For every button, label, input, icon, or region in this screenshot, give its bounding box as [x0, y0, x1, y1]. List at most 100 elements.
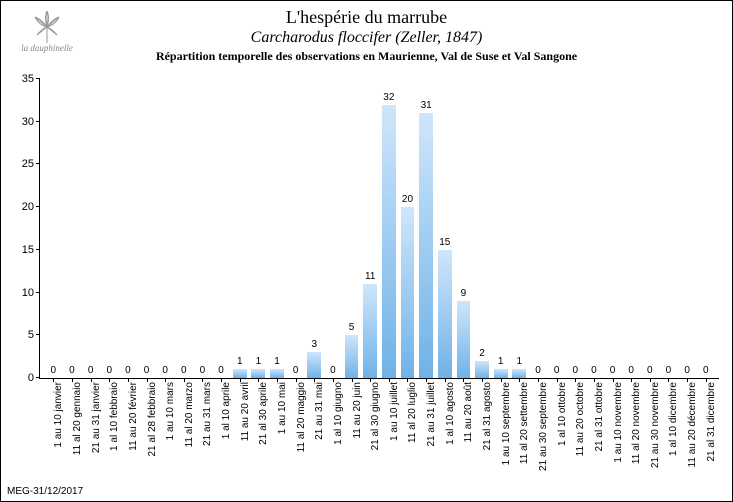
bar-value-label: 1	[256, 356, 262, 367]
xlabel-slot: 11 au 20 août	[454, 378, 473, 478]
bar-slot: 0	[212, 79, 231, 378]
bar-value-label: 0	[88, 365, 94, 376]
xlabel-slot: 11 al 20 novembre	[622, 378, 641, 478]
bar-value-label: 0	[293, 365, 299, 376]
xlabel-slot: 1 al 10 giugno	[324, 378, 343, 478]
bar-slot: 0	[156, 79, 175, 378]
y-tick-label: 0	[28, 372, 40, 384]
bar-slot: 0	[659, 79, 678, 378]
xlabel-slot: 21 au 31 mai	[305, 378, 324, 478]
bar-slot: 0	[585, 79, 604, 378]
bar-rect	[401, 207, 415, 378]
bar-slot: 15	[435, 79, 454, 378]
bar-rect	[382, 105, 396, 378]
xlabel-slot: 11 al 20 gennaio	[63, 378, 82, 478]
bar-rect	[307, 352, 321, 378]
bar-rect	[345, 335, 359, 378]
xlabel-slot: 1 au 10 mars	[156, 378, 175, 478]
bar-rect	[251, 369, 265, 378]
bar-value-label: 0	[628, 365, 634, 376]
xlabel-slot: 21 al 31 agosto	[473, 378, 492, 478]
bar-rect	[270, 369, 284, 378]
logo: la dauphinelle	[7, 7, 87, 67]
bar-slot: 2	[473, 79, 492, 378]
bar-value-label: 0	[144, 365, 150, 376]
bar-value-label: 32	[383, 92, 394, 103]
xlabel-slot: 1 al 10 dicembre	[659, 378, 678, 478]
bar-value-label: 1	[237, 356, 243, 367]
y-tick-label: 15	[22, 244, 40, 256]
bar-slot: 0	[193, 79, 212, 378]
bar-value-label: 0	[200, 365, 206, 376]
bar-slot: 0	[678, 79, 697, 378]
bar-value-label: 0	[69, 365, 75, 376]
bar-slot: 0	[286, 79, 305, 378]
bar-slot: 1	[249, 79, 268, 378]
chart-subtitle2: Répartition temporelle des observations …	[1, 49, 732, 64]
bar-value-label: 0	[181, 365, 187, 376]
xlabel-slot: 1 al 10 ottobre	[547, 378, 566, 478]
bar-value-label: 31	[421, 100, 432, 111]
bar-slot: 0	[44, 79, 63, 378]
y-tick-label: 10	[22, 287, 40, 299]
bar-value-label: 3	[312, 339, 318, 350]
xlabel-slot: 21 al 30 giugno	[361, 378, 380, 478]
bar-value-label: 1	[517, 356, 523, 367]
xlabel-slot: 1 au 10 mai	[268, 378, 287, 478]
chart-subtitle: Carcharodus floccifer (Zeller, 1847)	[1, 29, 732, 47]
bar-rect	[512, 369, 526, 378]
bars-container: 0000000000111030511322031159211000000000…	[40, 79, 719, 378]
bar-value-label: 20	[402, 194, 413, 205]
plot: 05101520253035 0000000000111030511322031…	[39, 79, 719, 379]
bar-slot: 0	[566, 79, 585, 378]
bar-slot: 0	[63, 79, 82, 378]
bar-slot: 0	[529, 79, 548, 378]
bar-rect	[363, 284, 377, 378]
bar-value-label: 5	[349, 322, 355, 333]
bar-rect	[475, 361, 489, 378]
x-tick-label: 21 al 31 dicembre	[706, 382, 717, 462]
footer-text: MEG-31/12/2017	[7, 486, 83, 497]
bar-value-label: 0	[51, 365, 57, 376]
bar-slot: 0	[119, 79, 138, 378]
bar-slot: 0	[622, 79, 641, 378]
bar-slot: 32	[380, 79, 399, 378]
bar-slot: 1	[491, 79, 510, 378]
bar-slot: 1	[268, 79, 287, 378]
bar-slot: 20	[398, 79, 417, 378]
bar-value-label: 0	[684, 365, 690, 376]
logo-text: la dauphinelle	[21, 43, 73, 53]
xlabel-slot: 21 au 31 mars	[193, 378, 212, 478]
bar-value-label: 0	[125, 365, 131, 376]
bar-rect	[438, 250, 452, 378]
flower-icon	[27, 7, 67, 47]
xlabel-slot: 21 au 30 septembre	[529, 378, 548, 478]
y-tick-label: 5	[28, 329, 40, 341]
bar-slot: 0	[174, 79, 193, 378]
bar-value-label: 0	[666, 365, 672, 376]
bar-rect	[494, 369, 508, 378]
xlabel-slot: 11 al 20 luglio	[398, 378, 417, 478]
bar-rect	[233, 369, 247, 378]
xlabel-slot: 11 au 20 février	[119, 378, 138, 478]
xlabel-slot: 1 au 10 septembre	[491, 378, 510, 478]
xlabel-slot: 1 au 10 juillet	[380, 378, 399, 478]
bar-value-label: 0	[647, 365, 653, 376]
bar-slot: 9	[454, 79, 473, 378]
chart-title: L'hespérie du marrube	[1, 7, 732, 28]
chart-header: L'hespérie du marrube Carcharodus flocci…	[1, 1, 732, 64]
xlabel-slot: 21 al 31 ottobre	[585, 378, 604, 478]
xlabel-slot: 21 al 31 dicembre	[696, 378, 715, 478]
bar-slot: 0	[137, 79, 156, 378]
bar-rect	[419, 113, 433, 378]
bar-value-label: 1	[498, 356, 504, 367]
y-tick-label: 35	[22, 73, 40, 85]
xlabels-container: 1 au 10 janvier11 al 20 gennaio 21 au 31 …	[40, 378, 719, 478]
bar-rect	[457, 301, 471, 378]
xlabel-slot: 11 au 20 juin	[342, 378, 361, 478]
bar-value-label: 0	[330, 365, 336, 376]
xlabel-slot: 1 au 10 janvier	[44, 378, 63, 478]
bar-slot: 0	[547, 79, 566, 378]
y-tick-label: 20	[22, 201, 40, 213]
y-tick-label: 25	[22, 158, 40, 170]
